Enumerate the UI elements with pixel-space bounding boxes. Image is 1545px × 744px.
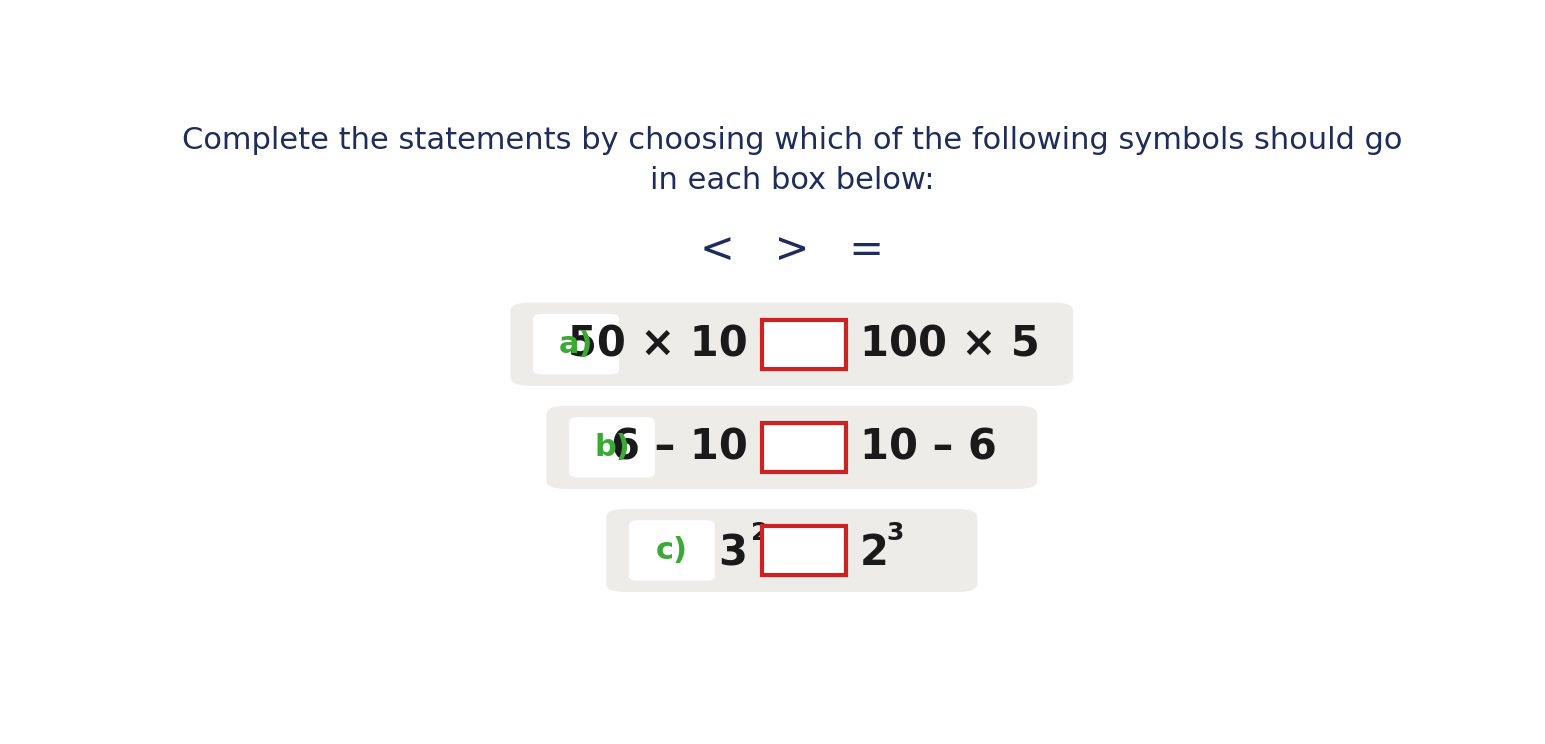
FancyBboxPatch shape [547, 405, 1037, 489]
Text: 2: 2 [861, 532, 888, 574]
Text: 2: 2 [751, 522, 768, 545]
Text: c): c) [655, 536, 688, 565]
Text: <   >   =: < > = [700, 228, 884, 271]
Text: 50 × 10: 50 × 10 [567, 323, 748, 365]
FancyBboxPatch shape [533, 314, 620, 374]
Text: 6 – 10: 6 – 10 [610, 426, 748, 468]
Text: a): a) [559, 330, 593, 359]
Text: 10 – 6: 10 – 6 [861, 426, 997, 468]
Text: b): b) [595, 433, 630, 462]
FancyBboxPatch shape [510, 303, 1074, 385]
FancyBboxPatch shape [606, 509, 978, 592]
Text: 3: 3 [718, 532, 748, 574]
FancyBboxPatch shape [762, 526, 845, 575]
FancyBboxPatch shape [629, 520, 715, 581]
FancyBboxPatch shape [762, 423, 845, 472]
FancyBboxPatch shape [569, 417, 655, 478]
FancyBboxPatch shape [762, 320, 845, 368]
Text: in each box below:: in each box below: [649, 167, 935, 196]
Text: 3: 3 [887, 522, 904, 545]
Text: 100 × 5: 100 × 5 [861, 323, 1040, 365]
Text: Complete the statements by choosing which of the following symbols should go: Complete the statements by choosing whic… [182, 126, 1401, 155]
